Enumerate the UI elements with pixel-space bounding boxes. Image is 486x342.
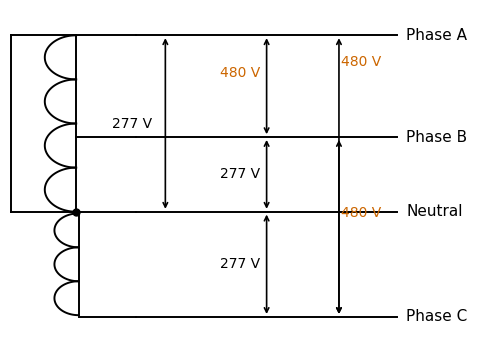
Text: Phase C: Phase C — [406, 310, 468, 324]
Text: 277 V: 277 V — [220, 167, 260, 181]
Text: 277 V: 277 V — [220, 257, 260, 271]
Text: 480 V: 480 V — [220, 66, 260, 80]
Text: Phase B: Phase B — [406, 130, 468, 145]
Text: 480 V: 480 V — [341, 55, 381, 69]
Text: 480 V: 480 V — [341, 207, 381, 220]
Text: 277 V: 277 V — [111, 117, 152, 131]
Text: Neutral: Neutral — [406, 204, 463, 219]
Text: Phase A: Phase A — [406, 28, 468, 43]
